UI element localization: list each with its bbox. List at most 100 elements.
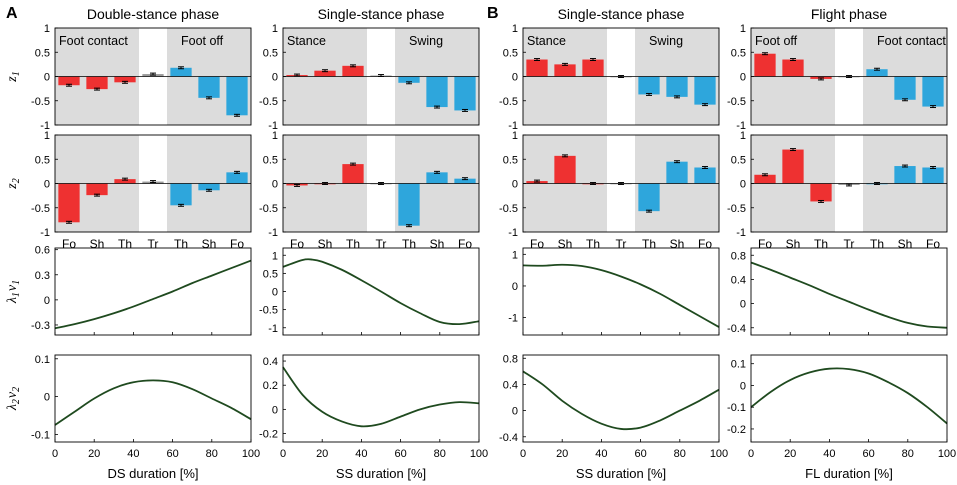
bar (314, 70, 336, 77)
y-tick-label: -0.3 (31, 320, 50, 332)
x-tick-label: Tr (148, 237, 159, 251)
x-axis-label: FL duration [%] (805, 466, 893, 481)
y-label-sub: 1 (11, 71, 22, 76)
x-tick-label: Fo (62, 237, 76, 251)
y-tick-label: 1 (512, 23, 518, 35)
region-label: Foot off (755, 34, 798, 48)
x-tick-label: Tr (844, 237, 855, 251)
y-tick-label: 0.5 (263, 268, 278, 280)
x-tick-label: Sh (318, 237, 333, 251)
x-tick-label: 20 (556, 448, 568, 460)
y-label-main: λ (5, 404, 20, 411)
x-tick-label: 100 (710, 448, 728, 460)
y-tick-label: -1 (736, 227, 746, 239)
axes-frame (282, 27, 480, 126)
axes-frame (54, 134, 252, 233)
bar (922, 76, 944, 107)
x-tick-label: Th (814, 237, 828, 251)
y-tick-label: -0.4 (727, 323, 746, 335)
x-tick-label: Th (346, 237, 360, 251)
x-tick-label: Fo (290, 237, 304, 251)
bar (426, 172, 448, 184)
x-tick-label: 60 (166, 448, 178, 460)
y-tick-label: 0.8 (731, 250, 746, 262)
bar (754, 53, 776, 77)
y-label-lv2: λ2ν2 (5, 387, 22, 411)
column-title: Flight phase (811, 6, 887, 22)
bar (666, 161, 688, 184)
y-tick-label: 1 (512, 249, 518, 261)
x-tick-label: 60 (394, 448, 406, 460)
bar (638, 183, 660, 212)
y-tick-label: 0.3 (35, 270, 50, 282)
axes-frame (750, 247, 948, 336)
region-label: Swing (409, 34, 443, 48)
y-tick-label: 0.6 (35, 245, 50, 257)
y-label-main: z (5, 76, 20, 83)
y-tick-label: -0.5 (259, 96, 278, 108)
bar (866, 69, 888, 77)
panel-z2-1: Fo Sh Th Tr Th Sh Fo 1 0.5 0 -0.5 -1 (259, 130, 480, 251)
x-tick-label: 40 (127, 448, 139, 460)
x-tick-label: Fo (530, 237, 544, 251)
y-tick-label: 1 (740, 23, 746, 35)
axes-frame (750, 134, 948, 233)
x-tick-label: 20 (784, 448, 796, 460)
bar (694, 76, 716, 105)
bar (782, 149, 804, 184)
x-tick-label: 0 (280, 448, 286, 460)
axes-frame (522, 247, 720, 336)
x-tick-label: Tr (616, 237, 627, 251)
x-tick-label: Th (174, 237, 188, 251)
bar (582, 59, 604, 77)
bar (666, 76, 688, 97)
y-tick-label: 0.5 (503, 47, 518, 59)
y-tick-label: 0 (272, 404, 278, 416)
x-tick-label: Sh (670, 237, 685, 251)
y-tick-label: 0 (44, 179, 50, 191)
axes-frame (54, 354, 252, 443)
x-tick-label: Th (870, 237, 884, 251)
axes-frame (282, 134, 480, 233)
panel-letter-b: B (487, 5, 499, 22)
y-label-main2: ν (5, 391, 20, 398)
x-tick-label: Fo (230, 237, 244, 251)
y-tick-label: 0 (512, 72, 518, 84)
panel-z1-1: Stance Swing 1 0.5 0 -0.5 -1 (259, 23, 480, 132)
bar (922, 167, 944, 184)
x-tick-label: Fo (698, 237, 712, 251)
x-tick-label: 20 (88, 448, 100, 460)
y-tick-label: -0.4 (499, 432, 518, 444)
panel-z1-3: Foot off Foot contact 1 0.5 0 -0.5 -1 (727, 23, 948, 132)
y-label-sub: 2 (11, 178, 22, 183)
y-tick-label: -0.1 (31, 429, 50, 441)
y-label-sub: 2 (11, 399, 22, 404)
y-label-z1: z1 (5, 71, 22, 82)
series-line (282, 258, 480, 326)
bar (342, 65, 364, 77)
region-label: Foot contact (59, 34, 128, 48)
y-tick-label: 0 (740, 299, 746, 311)
y-tick-label: 0 (44, 295, 50, 307)
axes-frame (750, 354, 948, 443)
bar (454, 178, 476, 184)
column-title: Single-stance phase (318, 6, 445, 22)
y-tick-label: -1 (40, 120, 50, 132)
y-tick-label: 0 (44, 72, 50, 84)
y-tick-label: -0.1 (727, 402, 746, 414)
y-tick-label: 1 (740, 130, 746, 142)
x-tick-label: Th (642, 237, 656, 251)
bar (782, 59, 804, 77)
x-tick-label: 80 (434, 448, 446, 460)
x-tick-label: Sh (558, 237, 573, 251)
y-tick-label: 0 (272, 72, 278, 84)
region-label: Foot contact (877, 34, 946, 48)
bar (894, 76, 916, 100)
y-tick-label: 1 (272, 250, 278, 262)
bar (638, 76, 660, 95)
y-tick-label: 0.5 (263, 154, 278, 166)
series-line (750, 367, 948, 425)
y-tick-label: 1 (272, 23, 278, 35)
